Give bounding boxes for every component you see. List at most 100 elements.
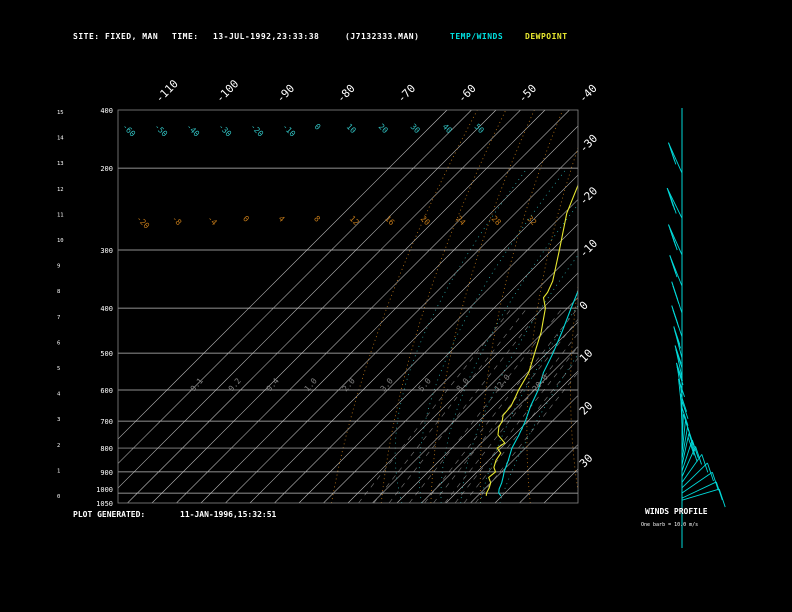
height-tick-label: 9 <box>57 264 60 270</box>
pressure-tick-label: 400 <box>100 305 113 313</box>
isotherm-line <box>274 199 578 503</box>
dry-adiabat-label: -30 <box>217 122 234 139</box>
moist-adiabat <box>479 304 578 503</box>
height-tick-label: 10 <box>57 238 64 244</box>
isotherm-line <box>347 272 578 503</box>
mixing-ratio-line <box>433 318 578 503</box>
wind-barb <box>669 255 683 287</box>
isotherm-line <box>225 150 578 503</box>
wind-barb-feather <box>672 309 680 328</box>
dry-adiabat-label: 40 <box>441 122 454 135</box>
wind-barb-shaft <box>681 454 703 483</box>
mixing-ratio-label: 5.0 <box>417 376 433 393</box>
mixing-ratio-label: 1.0 <box>303 376 319 393</box>
wind-barb <box>681 488 726 508</box>
legend-temp-winds: TEMP/WINDS <box>450 32 504 41</box>
height-tick-label: 6 <box>57 340 60 346</box>
wind-barb-feather <box>682 414 690 433</box>
mixing-ratio-label: 0.4 <box>265 376 281 393</box>
mixing-ratio-line <box>454 346 578 503</box>
dry-adiabat-label: -50 <box>153 122 170 139</box>
isotherm-line <box>118 110 448 440</box>
height-tick-label: 8 <box>57 289 60 295</box>
pressure-tick-label: 700 <box>100 418 113 426</box>
wind-barb-feather <box>690 443 698 462</box>
dry-adiabat-label: 20 <box>377 122 390 135</box>
temperature-tick-label-top: -60 <box>455 82 478 105</box>
dry-adiabat <box>723 110 779 503</box>
temperature-tick-label-right: 20 <box>577 399 596 418</box>
pressure-tick-label: 1000 <box>96 486 113 494</box>
dry-adiabat <box>380 110 507 503</box>
wind-barb <box>671 281 683 314</box>
mixing-ratio-line <box>463 357 578 503</box>
wind-barb <box>668 142 683 174</box>
height-tick-label: 1 <box>57 468 60 474</box>
isotherm-line <box>118 110 497 489</box>
wind-barb-feather <box>676 362 683 382</box>
wind-barb-feather <box>676 366 684 385</box>
wind-barb <box>668 224 683 256</box>
wind-barb <box>666 187 683 219</box>
plot-area <box>118 110 779 503</box>
mixing-ratio-label: 3.0 <box>379 376 395 393</box>
temperature-tick-label-top: -40 <box>576 82 599 105</box>
wind-barb-shaft <box>681 414 684 447</box>
wind-barb-feather <box>681 407 689 426</box>
moist-adiabat-label: 28 <box>490 214 503 227</box>
temperature-tick-label-top: -70 <box>395 82 418 105</box>
temperature-tick-label-right: -30 <box>577 132 600 155</box>
temperature-tick-label-top: -100 <box>213 77 241 105</box>
moist-adiabat-label: -20 <box>135 214 152 231</box>
dry-adiabat <box>651 110 680 503</box>
wind-barb-feather <box>681 400 689 419</box>
isotherm-line <box>470 395 578 503</box>
time-value: 13-JUL-1992,23:33:38 <box>213 32 320 41</box>
wind-barb-feather <box>680 393 688 412</box>
dry-adiabat-label: 0 <box>313 122 323 132</box>
dry-adiabat-label: -20 <box>249 122 266 139</box>
pressure-tick-label: 1050 <box>96 500 113 508</box>
height-tick-label: 0 <box>57 494 60 500</box>
pressure-tick-label: 400 <box>100 107 113 115</box>
wind-barb-feather <box>674 345 682 364</box>
wind-barb-shaft <box>681 462 708 489</box>
moist-adiabat-label: 12 <box>348 214 361 227</box>
wind-barb-feather <box>715 481 723 501</box>
isotherm-line <box>396 321 578 503</box>
moist-adiabat-label: -4 <box>206 214 219 227</box>
wind-barb-feather <box>688 433 696 452</box>
wind-barb-feather <box>672 285 680 304</box>
isotherm-line <box>519 444 578 503</box>
pressure-tick-label: 900 <box>100 469 113 477</box>
height-tick-label: 4 <box>57 392 61 398</box>
temperature-tick-label-right: -20 <box>577 184 600 207</box>
wind-barb-shaft <box>681 488 720 501</box>
moist-adiabat-label: -8 <box>170 214 183 227</box>
legend-dewpoint: DEWPOINT <box>525 32 568 41</box>
moist-adiabat <box>394 167 528 503</box>
isotherm-line <box>298 223 578 503</box>
isotherm-line <box>118 110 472 464</box>
height-tick-label: 7 <box>57 315 60 321</box>
mixing-ratio-label: 8.0 <box>455 376 471 393</box>
height-tick-label: 12 <box>57 187 64 193</box>
temperature-tick-label-right: 30 <box>577 452 596 471</box>
dry-adiabat-label: -60 <box>121 122 138 139</box>
dewpoint-line <box>485 183 578 496</box>
dry-adiabat <box>612 110 648 503</box>
pressure-tick-label: 800 <box>100 445 113 453</box>
height-tick-label: 3 <box>57 417 60 423</box>
moist-adiabat-label: 0 <box>241 214 251 224</box>
wind-barb <box>681 462 714 489</box>
isotherm-line <box>421 346 578 503</box>
isotherm-line <box>176 110 570 503</box>
temperature-tick-label-top: -50 <box>516 82 539 105</box>
wind-barb <box>681 433 696 466</box>
site-label: SITE: <box>73 32 100 41</box>
isotherm-line <box>323 248 578 503</box>
wind-barb-shaft <box>681 481 717 499</box>
wind-barb-shaft <box>681 433 690 466</box>
temperature-tick-label-top: -90 <box>274 82 297 105</box>
